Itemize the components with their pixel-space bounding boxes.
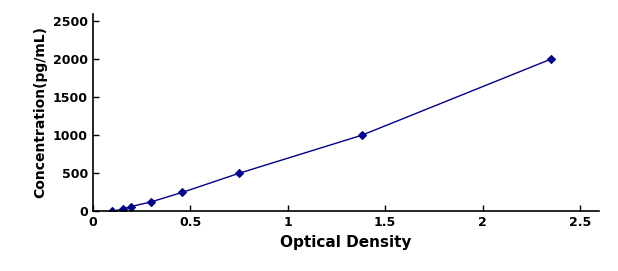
X-axis label: Optical Density: Optical Density <box>281 235 412 250</box>
Y-axis label: Concentration(pg/mL): Concentration(pg/mL) <box>33 27 48 198</box>
